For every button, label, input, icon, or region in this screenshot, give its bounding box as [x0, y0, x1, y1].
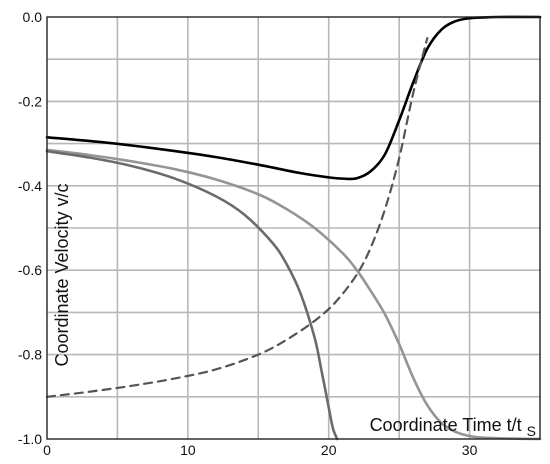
- x-axis-label: Coordinate Time t/t S: [370, 415, 536, 439]
- y-tick-label: -0.8: [18, 347, 42, 363]
- y-tick-label: -1.0: [18, 431, 42, 447]
- plot-frame: [46, 16, 541, 440]
- tick-layer: -1.0 -0.8 -0.6 -0.4 -0.2 0.0 0 10 20 30: [18, 9, 478, 458]
- y-tick-label: -0.2: [18, 93, 42, 109]
- y-tick-label: 0.0: [23, 9, 43, 25]
- y-axis-label: Coordinate Velocity v/c: [52, 183, 72, 366]
- x-axis-label-subscript: S: [527, 423, 536, 439]
- x-tick-label: 30: [462, 442, 478, 458]
- series-line-3: [45, 148, 542, 441]
- x-tick-label: 10: [180, 442, 196, 458]
- x-axis-label-main: Coordinate Time t/t: [370, 415, 522, 435]
- curve-layer: [45, 15, 542, 441]
- series-line-2: [45, 37, 429, 398]
- series-line-1: [45, 15, 542, 181]
- x-tick-label: 0: [43, 442, 51, 458]
- grid-layer: [47, 17, 540, 439]
- series-line-4: [45, 149, 339, 441]
- y-tick-label: -0.6: [18, 262, 42, 278]
- x-tick-label: 20: [321, 442, 337, 458]
- y-tick-label: -0.4: [18, 178, 42, 194]
